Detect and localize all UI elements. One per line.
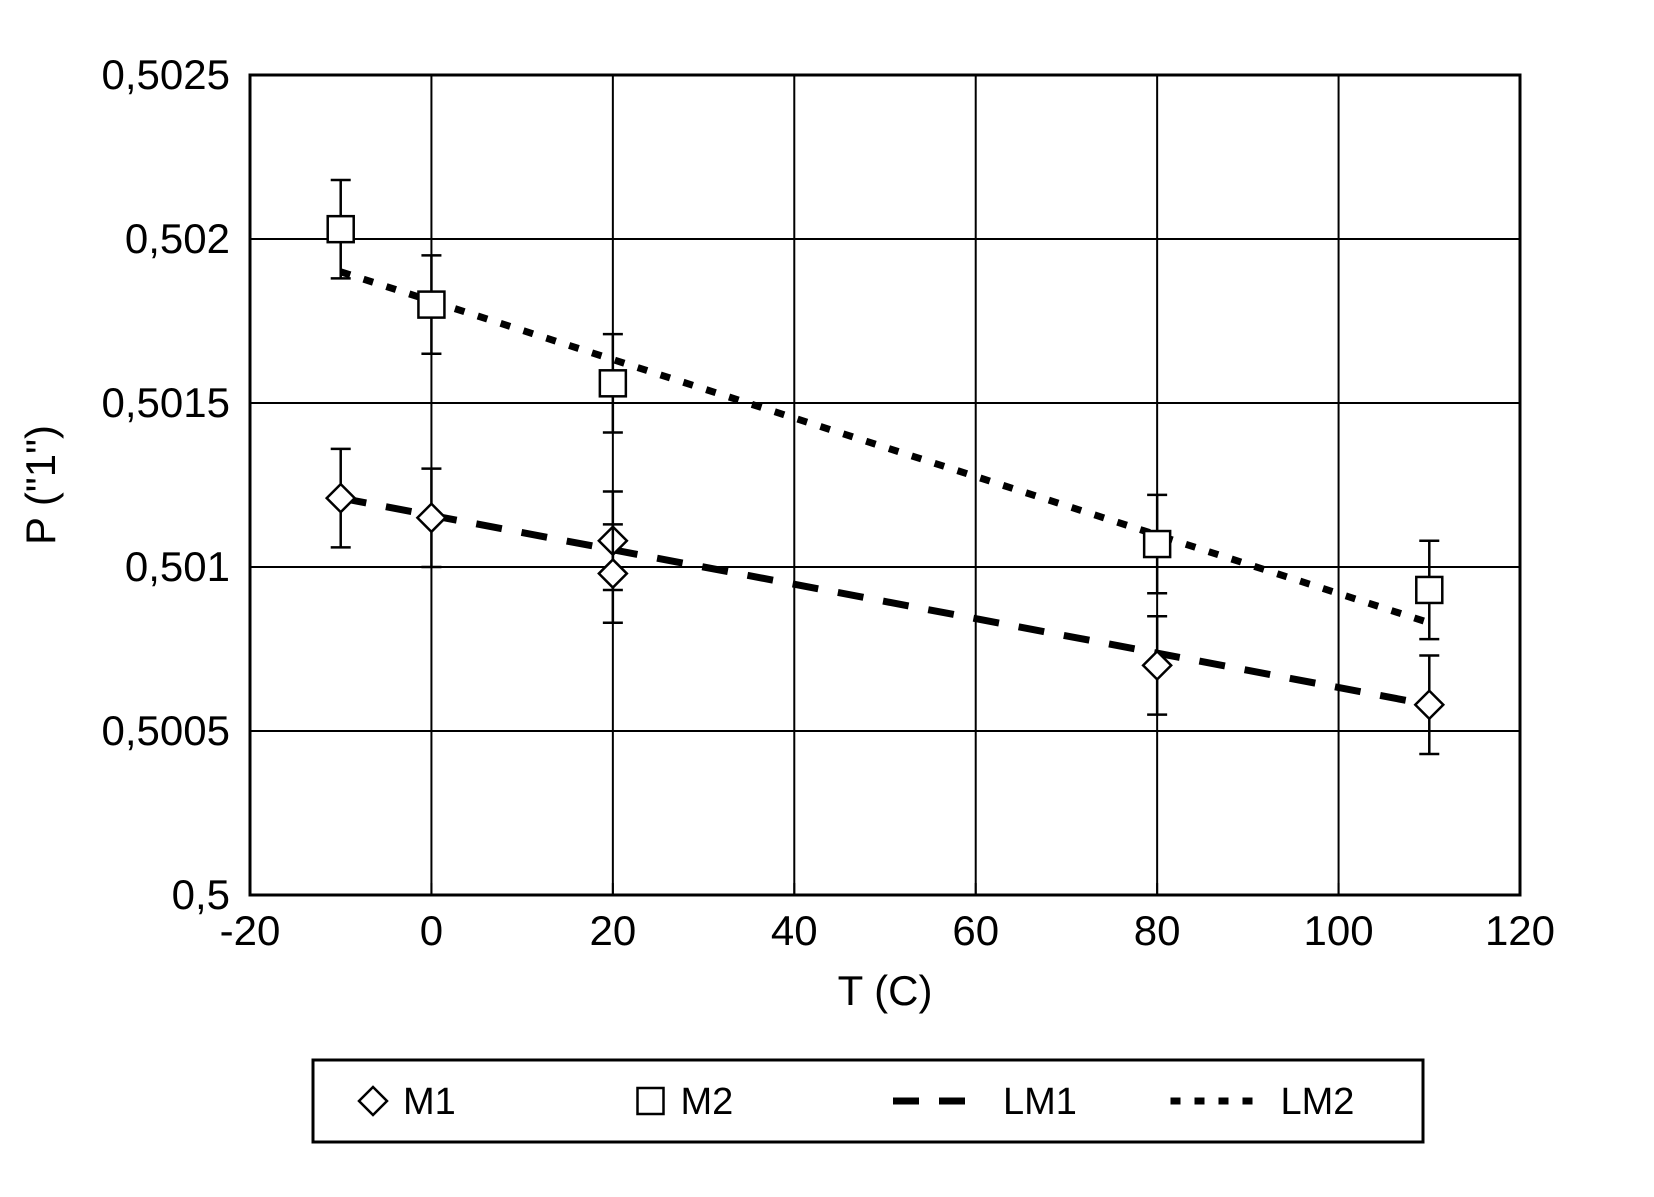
y-axis-label: P ("1"): [17, 425, 64, 545]
x-tick-label: 120: [1485, 907, 1555, 954]
legend-label: LM1: [1003, 1081, 1077, 1123]
x-axis-label: T (C): [838, 967, 933, 1014]
y-tick-label: 0,5015: [102, 379, 230, 426]
y-tick-label: 0,5005: [102, 707, 230, 754]
chart-background: [0, 0, 1654, 1197]
y-tick-label: 0,502: [125, 215, 230, 262]
legend-label: M1: [403, 1081, 456, 1123]
y-tick-label: 0,5: [172, 871, 230, 918]
legend-label: M2: [681, 1081, 734, 1123]
x-tick-label: 80: [1134, 907, 1181, 954]
x-tick-label: 40: [771, 907, 818, 954]
y-tick-label: 0,5025: [102, 51, 230, 98]
legend-box: [313, 1060, 1423, 1142]
x-tick-label: 100: [1304, 907, 1374, 954]
y-tick-label: 0,501: [125, 543, 230, 590]
chart-container: -200204060801001200,50,50050,5010,50150,…: [0, 0, 1654, 1197]
x-tick-label: 60: [952, 907, 999, 954]
x-tick-label: 20: [589, 907, 636, 954]
legend-label: LM2: [1281, 1081, 1355, 1123]
x-tick-label: 0: [420, 907, 443, 954]
chart-svg: -200204060801001200,50,50050,5010,50150,…: [0, 0, 1654, 1197]
